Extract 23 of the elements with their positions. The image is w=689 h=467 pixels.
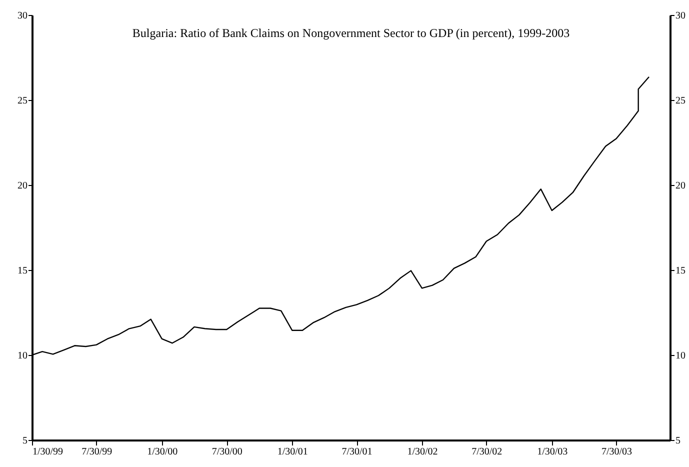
x-tick-label: 7/30/00 — [212, 446, 242, 458]
text: Bulgaria: Ratio of Bank Claims on Nongovernment Sector to GDP (in percent), 1999-2003 — [132, 26, 570, 40]
y2-tick-label: 20 — [676, 180, 686, 192]
y-tick-label: 5 — [22, 436, 28, 446]
y-tick-label: 15 — [18, 266, 28, 276]
y2-tick-label: 10 — [676, 350, 686, 362]
x-tick-label: 1/30/02 — [407, 446, 438, 458]
y-tick-label: 20 — [18, 180, 28, 192]
y-tick-label: 30 — [18, 10, 28, 22]
x-tick-label: 1/30/01 — [277, 446, 308, 458]
y2-tick-label: 30 — [676, 10, 686, 22]
x-tick-label: 1/30/03 — [537, 446, 568, 458]
y2-tick-label: 15 — [676, 266, 686, 276]
x-tick-label: 1/30/00 — [147, 446, 178, 458]
x-tick-label: 7/30/99 — [82, 446, 112, 458]
x-tick-label: 1/30/99 — [32, 446, 64, 458]
x-tick-label: 7/30/02 — [472, 446, 502, 458]
y2-tick-label: 5 — [676, 436, 680, 446]
y-tick-label: 25 — [18, 96, 28, 106]
x-tick-label: 7/30/03 — [601, 446, 632, 458]
x-tick-label: 7/30/01 — [342, 446, 372, 458]
y-tick-label: 10 — [18, 350, 28, 362]
y2-tick-label: 25 — [676, 96, 686, 106]
